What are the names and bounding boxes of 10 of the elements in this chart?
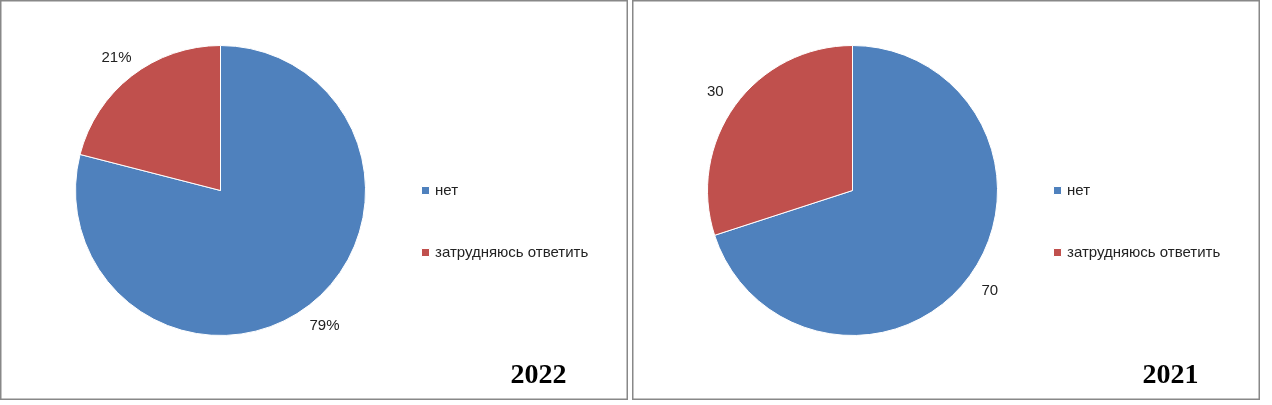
data-label: 79% [309,316,340,334]
data-label: 21% [101,47,132,65]
legend-label: нет [1067,181,1090,198]
legend-label: затрудняюсь ответить [1067,243,1221,260]
legend-label: затрудняюсь ответить [435,243,589,260]
text: 2022 [510,357,567,389]
data-label: 30 [706,81,724,99]
data-label: 70 [981,281,999,299]
legend-label: нет [435,181,458,198]
text: 2021 [1142,357,1199,389]
